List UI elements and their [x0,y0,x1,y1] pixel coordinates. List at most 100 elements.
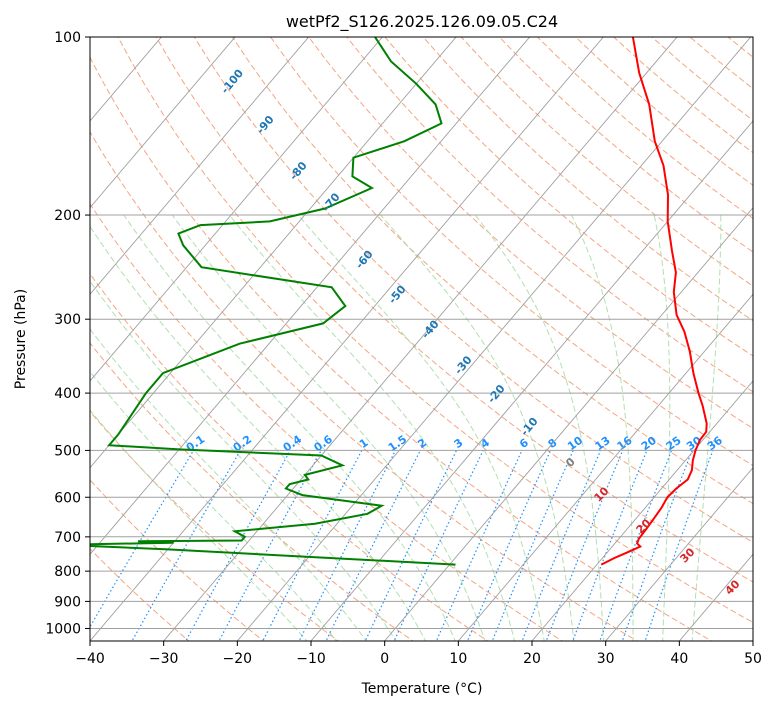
moist-adiabat-line [691,215,722,641]
y-tick-label: 500 [54,443,81,459]
moist-adiabat-line [229,214,516,641]
dry-adiabat-label: -90 [254,113,277,137]
y-tick-label: 200 [54,208,81,224]
mixing-ratio-line [298,450,397,641]
x-tick-label: −40 [75,651,105,667]
dry-adiabat-line [384,37,753,357]
isotherm-line [752,640,753,641]
y-tick-label: 900 [54,594,81,610]
isotherm-line [384,206,753,641]
mixing-ratio-line [131,450,241,641]
y-tick-label: 300 [54,312,81,328]
mixing-ratio-label: 0.4 [281,432,305,454]
x-tick-label: 0 [380,651,389,667]
plot-frame [89,36,754,642]
dry-adiabat-line [766,37,775,643]
dry-adiabat-line [90,342,414,641]
dry-adiabat-line [90,130,638,641]
x-tick-label: 50 [744,651,762,667]
dewpoint-profile-line [90,37,456,566]
x-tick-label: 10 [449,651,467,667]
dry-adiabat-line [460,37,753,287]
x-tick-label: −10 [296,651,326,667]
dry-adiabats [90,37,775,643]
moist-adiabat-label: 10 [592,484,612,504]
moist-adiabat-line [90,225,427,641]
isotherm-line [531,380,753,641]
moist-adiabat-label: 40 [723,577,743,597]
mixing-ratio-line [545,450,624,641]
dry-adiabat-line [155,37,753,583]
y-tick-label: 1000 [45,621,81,637]
moist-adiabat-line [171,214,486,641]
mixing-ratio-line [185,450,291,641]
mixing-ratio-line [621,450,693,641]
y-axis-label: Pressure (hPa) [13,289,29,389]
dry-adiabat-label: -30 [452,353,475,377]
dry-adiabat-line [346,37,753,393]
moist-adiabat-label: 30 [678,545,698,565]
isotherm-line [163,37,678,641]
moist-adiabats [90,214,722,641]
moist-adiabat-line [570,214,634,641]
dry-adiabat-line [90,56,713,641]
dry-adiabat-label: -50 [386,283,409,307]
dry-adiabat-label: -20 [485,382,508,406]
x-tick-label: −30 [149,651,179,667]
dry-adiabat-line [422,37,753,322]
isotherm-line [90,37,310,295]
dry-adiabat-label: -100 [218,67,246,97]
x-axis: −40 −30 −20 −10 0 10 20 30 40 50 [75,641,762,667]
x-tick-label: 40 [670,651,688,667]
dry-adiabat-line [90,410,340,641]
mixing-ratio-line [572,450,648,641]
mixing-ratio-label: 6 [517,436,531,451]
mixing-ratio-line [90,450,195,628]
dry-adiabat-line [270,37,753,467]
isotherms [90,37,753,641]
isotherm-line [310,120,753,641]
mixing-ratio-line [521,450,602,641]
moist-adiabat-line [90,328,367,641]
moist-adiabat-label: 0 [563,455,578,470]
y-axis: 100 200 300 400 500 600 700 800 900 1000 [45,30,90,637]
mixing-ratio-label: 1 [357,436,371,451]
x-tick-label: 20 [523,651,541,667]
dry-adiabat-line [231,37,753,505]
mixing-ratio-label: 2 [415,436,429,451]
isotherm-line [236,37,752,641]
isotherm-line [90,37,457,469]
y-tick-label: 700 [54,530,81,546]
y-tick-label: 800 [54,564,81,580]
moist-adiabat-line [474,214,604,641]
isotherm-line [605,466,753,641]
moist-adiabat-line [297,214,545,641]
x-tick-label: −20 [223,651,253,667]
isotherm-line [90,37,383,382]
dry-adiabat-line [537,37,753,219]
moist-adiabat-line [90,409,308,641]
dry-adiabat-label: -70 [320,190,343,214]
dry-adiabat-line [727,37,753,58]
y-tick-label: 400 [54,386,81,402]
isobars [90,37,753,629]
isotherm-line [90,37,236,209]
temperature-profile-line [600,37,708,566]
y-tick-label: 100 [54,30,81,46]
profile-series [90,37,708,566]
chart-title: wetPf2_S126.2025.126.09.05.C24 [286,12,558,32]
moist-adiabat-line [90,370,338,641]
isotherm-line [457,293,753,641]
dry-adiabat-line [90,273,489,641]
moist-adiabat-line [90,280,397,641]
mixing-ratio-line [599,450,673,641]
dry-adiabat-label: -10 [518,415,541,439]
mixing-ratio-line [644,450,714,641]
mixing-ratio-label: 4 [478,436,492,451]
mixing-ratio-label: 3 [452,436,466,451]
moist-adiabat-line [653,214,671,641]
dry-adiabat-label: -60 [353,248,376,272]
dry-adiabat-line [689,37,753,90]
